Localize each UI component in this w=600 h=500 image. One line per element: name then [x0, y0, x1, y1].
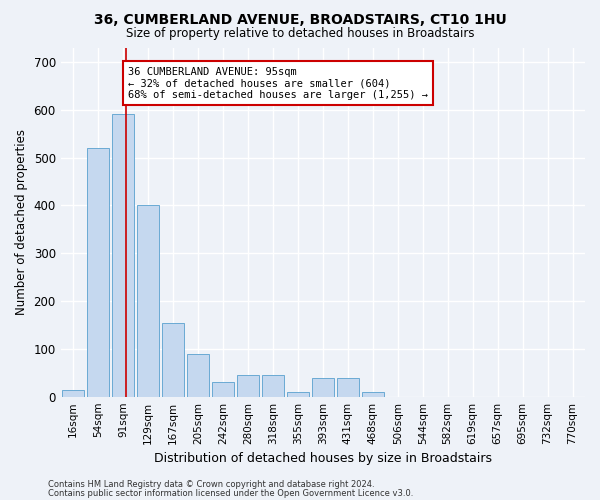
Bar: [362, 392, 384, 396]
Text: Contains HM Land Registry data © Crown copyright and database right 2024.: Contains HM Land Registry data © Crown c…: [48, 480, 374, 489]
Bar: [112, 114, 134, 396]
Bar: [287, 392, 309, 396]
Bar: [236, 375, 259, 396]
Text: Contains public sector information licensed under the Open Government Licence v3: Contains public sector information licen…: [48, 488, 413, 498]
Bar: [87, 148, 109, 396]
Bar: [337, 378, 359, 396]
Text: Size of property relative to detached houses in Broadstairs: Size of property relative to detached ho…: [126, 28, 474, 40]
X-axis label: Distribution of detached houses by size in Broadstairs: Distribution of detached houses by size …: [154, 452, 492, 465]
Bar: [137, 206, 159, 396]
Bar: [212, 382, 234, 396]
Bar: [187, 354, 209, 397]
Text: 36 CUMBERLAND AVENUE: 95sqm
← 32% of detached houses are smaller (604)
68% of se: 36 CUMBERLAND AVENUE: 95sqm ← 32% of det…: [128, 66, 428, 100]
Bar: [62, 390, 85, 396]
Bar: [311, 378, 334, 396]
Bar: [162, 322, 184, 396]
Y-axis label: Number of detached properties: Number of detached properties: [15, 129, 28, 315]
Bar: [262, 375, 284, 396]
Text: 36, CUMBERLAND AVENUE, BROADSTAIRS, CT10 1HU: 36, CUMBERLAND AVENUE, BROADSTAIRS, CT10…: [94, 12, 506, 26]
